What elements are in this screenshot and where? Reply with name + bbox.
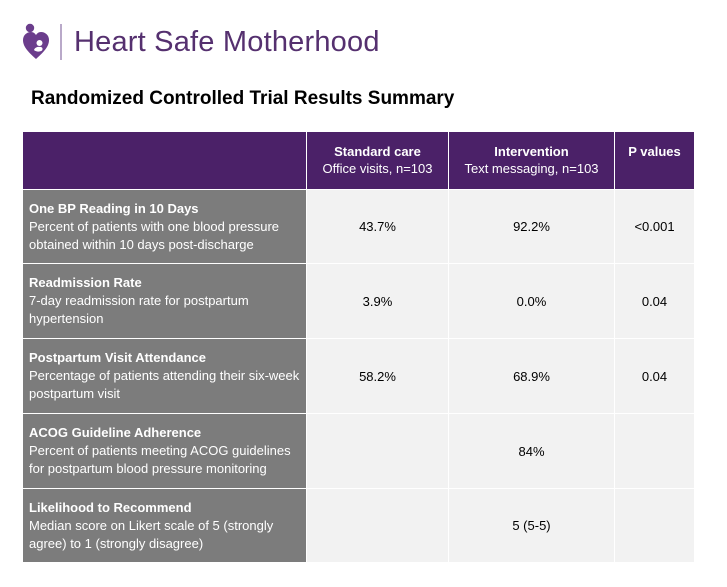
metric-cell: One BP Reading in 10 Days Percent of pat…: [22, 189, 307, 264]
table-row: Likelihood to Recommend Median score on …: [22, 488, 695, 563]
intervention-value: 0.0%: [448, 263, 615, 339]
metric-description: Median score on Likert scale of 5 (stron…: [29, 517, 274, 551]
table-row: One BP Reading in 10 Days Percent of pat…: [22, 189, 695, 264]
header-sub-label: Text messaging, n=103: [464, 161, 599, 176]
header-standard-care: Standard care Office visits, n=103: [306, 131, 449, 190]
p-value: [614, 488, 695, 563]
metric-description: Percentage of patients attending their s…: [29, 368, 300, 401]
metric-description: 7-day readmission rate for postpartum hy…: [29, 293, 249, 326]
table-row: Postpartum Visit Attendance Percentage o…: [22, 338, 695, 414]
p-value: 0.04: [614, 338, 695, 414]
header-main-label: P values: [628, 144, 681, 159]
standard-care-value: 3.9%: [306, 263, 449, 339]
metric-title: ACOG Guideline Adherence: [29, 425, 202, 440]
metric-cell: Likelihood to Recommend Median score on …: [22, 488, 307, 563]
brand-header: Heart Safe Motherhood: [22, 20, 380, 64]
intervention-value: 92.2%: [448, 189, 615, 264]
p-value: [614, 413, 695, 489]
p-value: <0.001: [614, 189, 695, 264]
table-header-row: Standard care Office visits, n=103 Inter…: [22, 131, 695, 190]
metric-title: Readmission Rate: [29, 275, 142, 290]
header-intervention: Intervention Text messaging, n=103: [448, 131, 615, 190]
brand-divider: [60, 24, 62, 60]
brand-name: Heart Safe Motherhood: [74, 25, 380, 58]
table-row: ACOG Guideline Adherence Percent of pati…: [22, 413, 695, 489]
intervention-value: 68.9%: [448, 338, 615, 414]
metric-title: One BP Reading in 10 Days: [29, 200, 199, 216]
heart-mother-logo-icon: [23, 23, 49, 59]
metric-title: Likelihood to Recommend: [29, 499, 192, 515]
metric-title: Postpartum Visit Attendance: [29, 350, 206, 365]
header-empty-cell: [22, 131, 307, 190]
metric-description: Percent of patients with one blood press…: [29, 218, 280, 252]
table-row: Readmission Rate 7-day readmission rate …: [22, 263, 695, 339]
standard-care-value: [306, 413, 449, 489]
p-value: 0.04: [614, 263, 695, 339]
intervention-value: 84%: [448, 413, 615, 489]
intervention-value: 5 (5-5): [448, 488, 615, 563]
results-table: Standard care Office visits, n=103 Inter…: [22, 131, 695, 563]
page-title: Randomized Controlled Trial Results Summ…: [31, 88, 455, 109]
header-main-label: Intervention: [494, 144, 569, 159]
header-sub-label: Office visits, n=103: [322, 161, 433, 176]
metric-cell: Readmission Rate 7-day readmission rate …: [22, 263, 307, 339]
standard-care-value: [306, 488, 449, 563]
metric-cell: Postpartum Visit Attendance Percentage o…: [22, 338, 307, 414]
header-main-label: Standard care: [334, 144, 421, 159]
header-p-values: P values: [614, 131, 695, 190]
metric-description: Percent of patients meeting ACOG guideli…: [29, 443, 291, 476]
metric-cell: ACOG Guideline Adherence Percent of pati…: [22, 413, 307, 489]
standard-care-value: 43.7%: [306, 189, 449, 264]
standard-care-value: 58.2%: [306, 338, 449, 414]
